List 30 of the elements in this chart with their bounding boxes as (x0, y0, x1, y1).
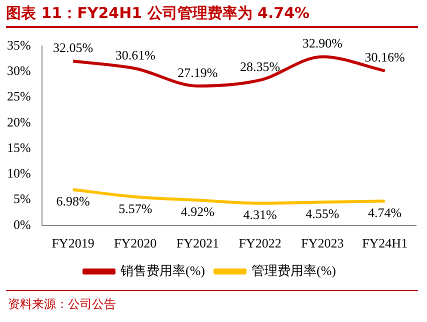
y-tick-label: 0% (13, 216, 31, 232)
x-tick-label: FY2022 (238, 236, 282, 251)
data-label: 4.31% (243, 207, 278, 222)
data-label: 30.61% (115, 47, 156, 62)
data-label: 32.05% (52, 40, 94, 56)
data-label: 4.74% (368, 205, 402, 220)
x-tick-label: FY2019 (52, 236, 94, 251)
x-tick-label: FY2020 (114, 236, 157, 251)
data-label: 32.90% (302, 36, 343, 51)
data-label: 30.16% (364, 50, 406, 65)
y-tick-label: 35% (6, 37, 31, 52)
legend-label: 销售费用率(%) (120, 262, 206, 278)
chart-title: 图表 11：FY24H1 公司管理费率为 4.74% (6, 4, 310, 23)
data-label: 5.57% (118, 200, 152, 216)
x-tick-label: FY2023 (301, 236, 344, 251)
x-tick-label: FY24H1 (362, 236, 408, 251)
text: 资料来源：公司公告 (8, 296, 116, 313)
data-label: 28.35% (240, 59, 280, 74)
y-tick-label: 30% (6, 63, 31, 78)
y-tick-label: 15% (6, 140, 31, 155)
y-tick-label: 20% (6, 114, 31, 130)
data-label: 27.19% (178, 64, 218, 80)
x-tick-label: FY2021 (176, 236, 220, 251)
data-label: 4.92% (180, 204, 215, 220)
legend-label: 管理费用率(%) (252, 262, 336, 278)
y-tick-label: 25% (6, 88, 31, 104)
data-label: 4.55% (306, 206, 340, 221)
data-label: 6.98% (56, 194, 90, 209)
y-tick-label: 5% (13, 191, 31, 206)
y-tick-label: 10% (6, 166, 31, 181)
